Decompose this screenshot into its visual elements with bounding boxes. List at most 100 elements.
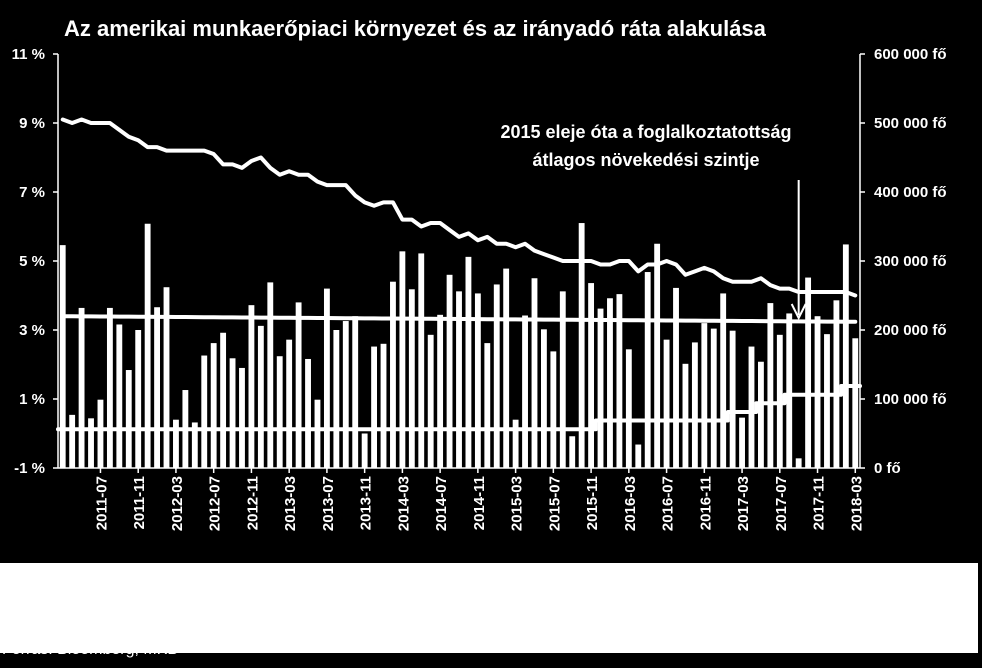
series-line-3 (56, 384, 862, 432)
x-tick-label: 2016-07 (660, 476, 677, 531)
left-tick-label: 9 % (19, 115, 45, 132)
bar (597, 308, 604, 468)
bar (474, 293, 481, 468)
left-tick-label: 3 % (19, 322, 45, 339)
bar (276, 356, 283, 468)
bar (229, 358, 236, 468)
bar (578, 223, 585, 468)
left-tick-label: -1 % (14, 460, 45, 477)
bar (163, 287, 170, 468)
bar (852, 338, 859, 468)
series-line-1 (60, 117, 858, 298)
bar (729, 330, 736, 468)
bar (135, 330, 142, 468)
source-text: Forrás: Bloomberg, MKB (2, 641, 179, 658)
bar (342, 321, 349, 468)
bar (805, 277, 812, 468)
bar (758, 361, 764, 468)
chart-title: Az amerikai munkaerőpiaci környezet és a… (64, 16, 766, 41)
x-tick-label: 2015-07 (546, 476, 563, 531)
right-tick-label: 0 fő (874, 460, 901, 477)
bar (59, 245, 66, 468)
bar (512, 419, 519, 468)
bar (456, 291, 462, 468)
axes (53, 53, 865, 473)
bar (682, 363, 689, 468)
x-tick-label: 2014-11 (471, 476, 488, 530)
bar (540, 329, 547, 468)
bar (314, 399, 321, 468)
x-tick-label: 2013-03 (282, 476, 299, 531)
right-tick-label: 500 000 fő (874, 115, 947, 132)
bar (824, 334, 830, 468)
bar (333, 330, 340, 468)
bar (691, 342, 698, 468)
tick-labels: -1 % 1 % 3 % 5 % 7 % 9 % 11 % 0 fő 100 000 fő 200… (12, 46, 947, 531)
bar (437, 314, 444, 468)
right-tick-label: 100 000 fő (874, 391, 947, 408)
bar (399, 251, 406, 468)
left-tick-label: 1 % (19, 391, 45, 408)
bar (484, 343, 491, 468)
x-tick-label: 2013-11 (358, 476, 375, 530)
bar (522, 315, 528, 468)
bar (191, 422, 198, 468)
bar (286, 339, 293, 468)
bar (408, 289, 415, 468)
x-tick-label: 2015-03 (509, 476, 526, 531)
bar (78, 307, 85, 468)
x-tick-label: 2012-07 (207, 476, 224, 531)
x-tick-label: 2014-07 (433, 476, 450, 531)
bar (201, 355, 208, 468)
right-tick-label: 400 000 fő (874, 184, 947, 201)
bar (220, 332, 227, 468)
bar (305, 358, 311, 468)
bar (588, 283, 595, 468)
bar (635, 444, 642, 468)
left-tick-label: 5 % (19, 253, 45, 270)
x-tick-label: 2016-11 (697, 476, 714, 530)
x-tick-label: 2016-03 (622, 476, 639, 531)
bar (550, 351, 557, 468)
x-tick-label: 2012-03 (169, 476, 186, 531)
bar (833, 300, 840, 468)
bar (531, 278, 538, 468)
x-tick-label: 2018-03 (848, 476, 865, 531)
bar (323, 288, 330, 468)
bar (418, 253, 425, 468)
bar (720, 293, 727, 468)
bar (748, 346, 755, 468)
right-tick-label: 300 000 fő (874, 253, 947, 270)
bar (427, 334, 434, 468)
bar (767, 303, 774, 468)
x-tick-label: 2011-11 (131, 476, 148, 529)
bar (814, 316, 821, 468)
x-tick-label: 2012-11 (244, 476, 261, 530)
bar (493, 284, 500, 468)
bar (248, 305, 255, 468)
bar (97, 399, 104, 468)
bar (125, 370, 132, 468)
bar (69, 414, 76, 468)
bar (154, 307, 160, 468)
x-tick-label: 2013-07 (320, 476, 337, 531)
bar (786, 313, 793, 468)
bar (607, 298, 613, 468)
bar (257, 325, 264, 468)
bar (239, 367, 245, 468)
annotation: 2015 eleje óta a foglalkoztatottság átla… (466, 118, 826, 174)
bar (654, 243, 661, 468)
x-tick-label: 2017-07 (773, 476, 790, 531)
bar (710, 328, 717, 468)
bar (446, 274, 453, 468)
source-box (0, 563, 978, 653)
left-tick-label: 7 % (19, 184, 45, 201)
bar (173, 419, 179, 468)
bar (625, 349, 632, 468)
bar (88, 418, 94, 468)
right-tick-label: 600 000 fő (874, 46, 947, 63)
bar (503, 268, 510, 468)
x-tick-label: 2017-11 (811, 476, 828, 530)
line-series (56, 117, 862, 432)
